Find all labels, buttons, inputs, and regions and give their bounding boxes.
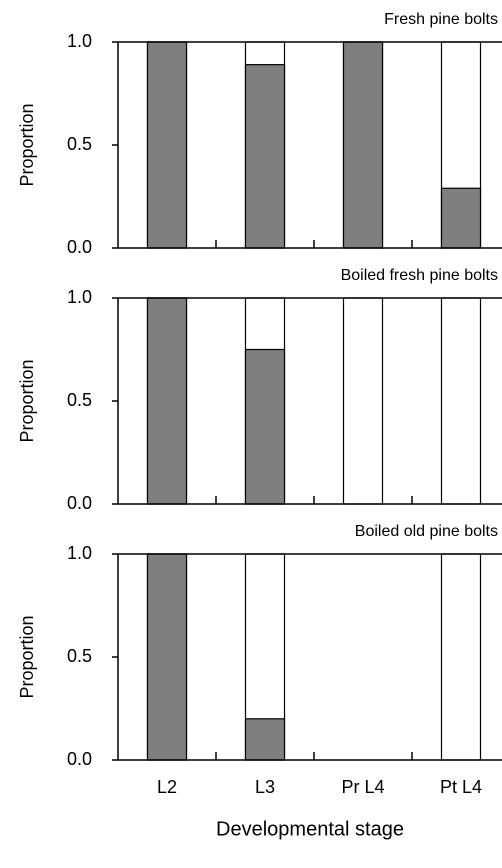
- y-axis-label: Proportion: [17, 615, 37, 698]
- bar: [342, 41, 384, 249]
- y-tick-label: 0.5: [67, 134, 92, 154]
- x-tick-label: L3: [255, 777, 275, 797]
- bar: [244, 64, 286, 249]
- bar: [440, 187, 482, 249]
- panel-title: Boiled old pine bolts: [355, 523, 498, 540]
- bar-outline: [440, 553, 482, 761]
- bar: [146, 553, 188, 761]
- bar-outline: [440, 297, 482, 505]
- bar: [244, 348, 286, 505]
- y-tick-label: 1.0: [67, 31, 92, 51]
- x-tick-label: L2: [157, 777, 177, 797]
- x-axis-label: Developmental stage: [216, 818, 404, 840]
- y-tick-label: 0.0: [67, 493, 92, 513]
- y-tick-label: 0.5: [67, 646, 92, 666]
- panel-title: Fresh pine bolts: [384, 11, 498, 28]
- y-axis-label: Proportion: [17, 359, 37, 442]
- y-tick-label: 1.0: [67, 287, 92, 307]
- y-tick-label: 0.0: [67, 237, 92, 257]
- panel-title: Boiled fresh pine bolts: [341, 267, 498, 284]
- y-tick-label: 0.0: [67, 749, 92, 769]
- bar-outline: [342, 297, 384, 505]
- y-tick-label: 0.5: [67, 390, 92, 410]
- x-tick-label: Pt L4: [440, 777, 482, 797]
- x-tick-label: Pr L4: [341, 777, 384, 797]
- bar: [244, 718, 286, 761]
- y-tick-label: 1.0: [67, 543, 92, 563]
- y-axis-label: Proportion: [17, 103, 37, 186]
- bar: [146, 297, 188, 505]
- bar: [146, 41, 188, 249]
